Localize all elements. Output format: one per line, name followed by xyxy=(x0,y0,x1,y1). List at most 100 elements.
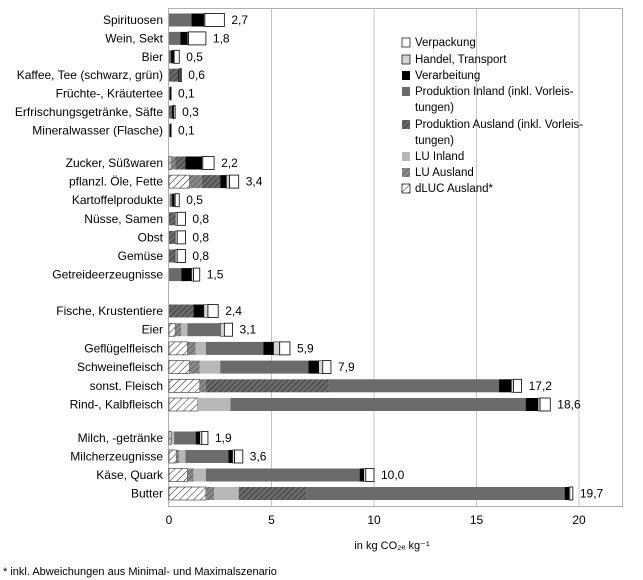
bar-segment-verpackung xyxy=(176,230,186,245)
bar-segment-prod_ausland xyxy=(205,379,329,393)
category-labels: Spirituosen Wein, Sekt Bier Kaffee, Tee (sc… xyxy=(15,13,164,501)
bar-segment-verpackung xyxy=(234,449,244,464)
value-labels: 2,71,8 0,5 0,6 0,1 0,3 0,1 2,2 3,4 0,5 0,8 0,8 0,8 1… xyxy=(178,13,603,501)
value-label: 0,5 xyxy=(186,50,203,64)
category-label: Bier xyxy=(142,50,163,64)
x-axis-ticks: 0 5 10 15 20 xyxy=(166,513,586,527)
bar-segment-prod_ausland xyxy=(238,487,307,500)
bar-segment-lu_inland xyxy=(179,450,186,463)
bar-segment-lu_ausland xyxy=(189,360,200,374)
legend-label: Verpackung xyxy=(415,37,476,49)
legend-label: LU Ausland xyxy=(415,167,474,179)
legend-label: Produktion Inland (inkl. Vorleis- xyxy=(415,86,574,98)
bar-segment-verpackung xyxy=(539,397,551,412)
bar-segment-verarbeitung xyxy=(180,31,188,45)
bar-segment-verarbeitung xyxy=(564,487,569,500)
plot-frame xyxy=(168,8,623,507)
category-label: Erfrischungsgetränke, Säfte xyxy=(15,105,163,119)
bar-segment-verarbeitung xyxy=(172,105,174,119)
bar-segment-dluc xyxy=(168,431,172,445)
bar-segment-lu_ausland xyxy=(189,175,202,189)
legend-swatch-dluc xyxy=(401,183,411,194)
value-label: 1,9 xyxy=(215,431,232,445)
value-label: 19,7 xyxy=(580,487,604,501)
bar-segment-verarbeitung xyxy=(220,175,227,189)
legend-label: tungen) xyxy=(415,102,454,114)
bars xyxy=(168,13,574,501)
bar-segment-lu_ausland xyxy=(187,341,196,355)
legend: Verpackung Handel, Transport Verarbeitung P… xyxy=(401,37,583,195)
bar-segment-prod_inland xyxy=(174,431,196,445)
bar-segment-verpackung xyxy=(188,31,207,46)
legend-label: tungen) xyxy=(415,135,454,147)
value-label: 17,2 xyxy=(529,379,553,393)
bar-segment-dluc xyxy=(168,322,176,337)
category-label: Milcherzeugnisse xyxy=(70,450,163,464)
category-label: Fische, Krustentiere xyxy=(56,304,163,318)
category-label: Nüsse, Samen xyxy=(84,212,163,226)
bar-segment-lu_inland xyxy=(195,341,206,355)
bar-segment-verpackung xyxy=(176,249,186,263)
bar-segment-prod_ausland xyxy=(169,87,171,101)
legend-label: Handel, Transport xyxy=(415,54,507,66)
value-label: 1,5 xyxy=(207,268,224,282)
bar-segment-verpackung xyxy=(202,156,215,170)
bar-segment-prod_ausland xyxy=(201,175,221,189)
category-label: Obst xyxy=(138,230,164,244)
bar-segment-prod_inland xyxy=(220,360,309,374)
bar-segment-dluc xyxy=(168,174,190,189)
x-tick-label: 15 xyxy=(470,513,484,527)
bar-segment-verarbeitung xyxy=(263,341,274,355)
category-label: Getreideerzeugnisse xyxy=(52,268,163,282)
value-label: 1,8 xyxy=(213,31,230,45)
bar-segment-verpackung xyxy=(174,193,180,208)
x-axis-title: in kg CO₂ₑ kg⁻¹ xyxy=(354,540,430,552)
bar-segment-prod_ausland xyxy=(169,68,179,82)
bar-segment-lu_ausland xyxy=(199,379,206,393)
gridlines xyxy=(271,9,580,506)
bar-segment-prod_inland xyxy=(169,50,172,64)
bar-segment-lu_inland xyxy=(199,360,221,374)
legend-swatch-prod_inland xyxy=(402,87,410,96)
bar-segment-lu_inland xyxy=(197,398,231,411)
value-label: 3,4 xyxy=(246,175,263,189)
bar-segment-handel xyxy=(273,341,280,356)
footnote: * inkl. Abweichungen aus Minimal- und Ma… xyxy=(3,566,277,578)
bar-segment-verarbeitung xyxy=(170,87,171,101)
bar-segment-prod_inland xyxy=(169,31,181,45)
value-label: 0,1 xyxy=(178,123,195,137)
bar-segment-verarbeitung xyxy=(169,123,171,137)
x-tick-label: 5 xyxy=(268,513,275,527)
bar-segment-verarbeitung xyxy=(193,304,204,318)
bar-segment-verpackung xyxy=(193,267,201,282)
bar-segment-lu_ausland xyxy=(171,431,173,445)
bar-segment-verarbeitung xyxy=(525,398,538,411)
bar-segment-verpackung xyxy=(229,174,240,189)
value-label: 0,6 xyxy=(188,68,205,82)
value-label: 2,2 xyxy=(221,156,238,170)
legend-label: LU Inland xyxy=(415,151,464,163)
value-label: 0,3 xyxy=(182,105,199,119)
bar-segment-dluc xyxy=(168,156,172,170)
value-label: 0,8 xyxy=(192,212,209,226)
bar-segment-prod_inland xyxy=(185,450,229,463)
category-label: sonst. Fleisch xyxy=(90,379,163,393)
bar-segment-verpackung xyxy=(179,68,182,83)
value-label: 18,6 xyxy=(557,398,581,412)
category-label: Gemüse xyxy=(118,249,164,263)
bar-segment-handel xyxy=(203,304,209,318)
bar-segment-verarbeitung xyxy=(172,193,175,207)
category-label: Butter xyxy=(131,487,163,501)
value-label: 3,1 xyxy=(240,323,257,337)
legend-swatch-lu_ausland xyxy=(402,168,410,177)
bar-segment-verpackung xyxy=(201,431,209,445)
bar-segment-verpackung xyxy=(207,304,219,318)
bar-segment-verpackung xyxy=(173,105,176,119)
bar-segment-verarbeitung xyxy=(178,68,180,82)
bar-segment-prod_ausland xyxy=(169,105,173,119)
bar-segment-prod_ausland xyxy=(169,230,176,244)
x-tick-label: 0 xyxy=(166,513,173,527)
category-label: Rind-, Kalbfleisch xyxy=(70,398,163,412)
bar-segment-verarbeitung xyxy=(359,468,364,482)
